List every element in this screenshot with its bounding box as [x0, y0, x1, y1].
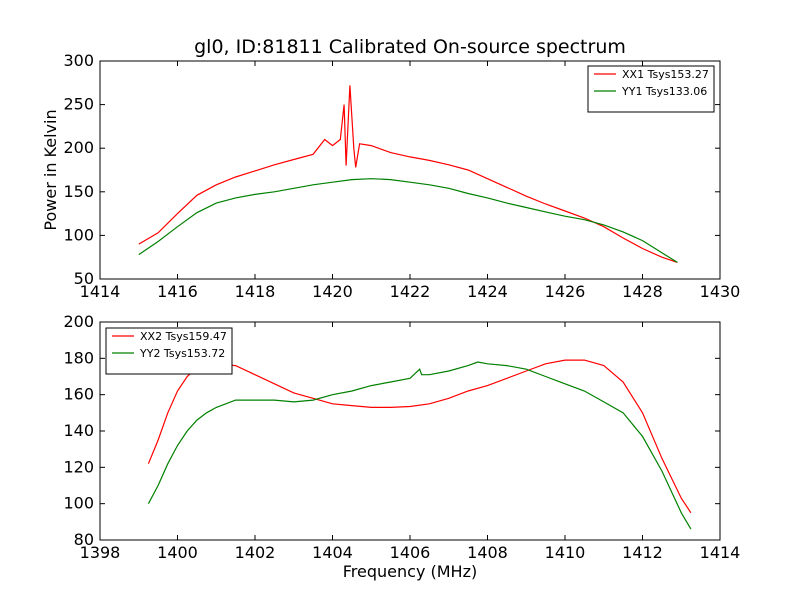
x-tick-label-0-0: 1414: [80, 282, 121, 301]
y-tick-label-0-2: 150: [63, 182, 94, 201]
x-axis-label-1: Frequency (MHz): [343, 562, 477, 581]
x-tick-label-0-4: 1422: [390, 282, 431, 301]
x-tick-label-1-7: 1412: [622, 543, 663, 562]
x-tick-label-1-8: 1414: [700, 543, 741, 562]
legend-label-1-1: YY2 Tsys153.72: [139, 347, 225, 360]
legend-0: XX1 Tsys153.27 YY1 Tsys133.06: [587, 65, 715, 113]
y-tick-label-1-2: 120: [63, 457, 94, 476]
y-tick-label-0-1: 100: [63, 225, 94, 244]
y-tick-label-1-4: 160: [63, 385, 94, 404]
y-tick-label-0-4: 250: [63, 95, 94, 114]
y-tick-label-1-0: 80: [74, 530, 94, 549]
legend-label-1-0: XX2 Tsys159.47: [140, 330, 227, 343]
bottom-panel: 1398 1400 1402 1404 1406 1408 1410 1412 1414 80 10…: [63, 312, 740, 581]
y-tick-label-0-3: 200: [63, 138, 94, 157]
x-tick-label-0-5: 1424: [467, 282, 508, 301]
x-tick-label-1-6: 1410: [545, 543, 586, 562]
y-tick-label-1-3: 140: [63, 421, 94, 440]
series-line-1-1: [147, 361, 692, 530]
y-axis-label-0: Power in Kelvin: [41, 109, 60, 230]
x-tick-label-1-2: 1402: [235, 543, 276, 562]
x-tick-label-0-2: 1418: [235, 282, 276, 301]
legend-1: XX2 Tsys159.47 YY2 Tsys153.72: [105, 327, 233, 375]
x-tick-label-1-3: 1404: [312, 543, 353, 562]
legend-box-1: [105, 327, 233, 375]
x-tick-label-0-8: 1430: [700, 282, 741, 301]
x-tick-label-1-5: 1408: [467, 543, 508, 562]
x-tick-label-1-1: 1400: [157, 543, 198, 562]
series-line-0-1: [138, 178, 678, 263]
series-line-0-0: [138, 85, 678, 263]
chart-title-0: gl0, ID:81811 Calibrated On-source spect…: [194, 36, 626, 58]
y-tick-label-1-5: 180: [63, 348, 94, 367]
y-tick-label-0-5: 300: [63, 51, 94, 70]
x-tick-label-0-7: 1428: [622, 282, 663, 301]
y-tick-label-1-6: 200: [63, 312, 94, 331]
x-tick-label-1-0: 1398: [80, 543, 121, 562]
legend-label-0-0: XX1 Tsys153.27: [622, 68, 709, 81]
x-tick-label-0-3: 1420: [312, 282, 353, 301]
x-tick-label-0-1: 1416: [157, 282, 198, 301]
legend-label-0-1: YY1 Tsys133.06: [621, 85, 707, 98]
x-tick-label-1-4: 1406: [390, 543, 431, 562]
y-tick-label-0-0: 50: [74, 269, 94, 288]
y-tick-label-1-1: 100: [63, 494, 94, 513]
x-tick-label-0-6: 1426: [545, 282, 586, 301]
top-panel: 1414 1416 1418 1420 1422 1424 1426 1428 1430 50 10…: [41, 36, 740, 301]
